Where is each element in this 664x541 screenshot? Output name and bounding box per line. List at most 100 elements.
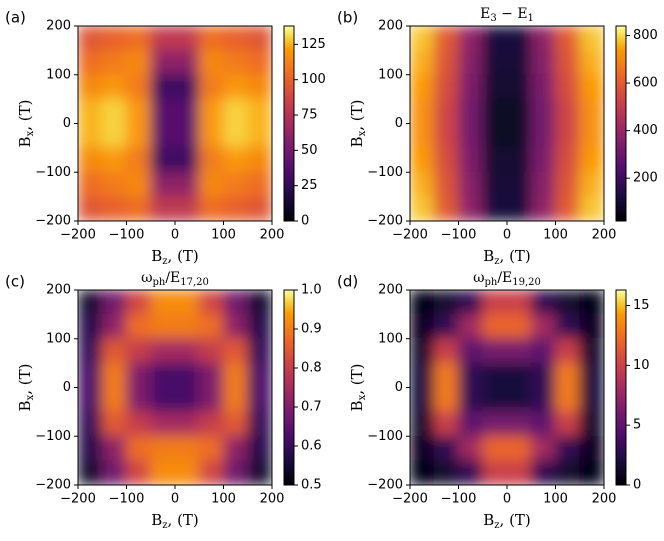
heatmap-cell (458, 26, 484, 51)
heatmap-cell (198, 460, 224, 485)
heatmap-cell (530, 362, 556, 388)
x-tick-label: 100 (211, 492, 236, 507)
heatmap-cell (101, 435, 127, 462)
y-axis-label-part: B (16, 400, 34, 411)
x-tick-label: 100 (211, 228, 236, 243)
heatmap-cell (482, 26, 508, 51)
heatmap-cell (150, 362, 176, 388)
heatmap-cell (433, 362, 459, 388)
heatmap-cell (579, 313, 604, 340)
y-tick-label: −200 (35, 478, 71, 493)
heatmap-cell (174, 98, 200, 124)
heatmap-cell (530, 98, 556, 124)
heatmap-cell (223, 313, 249, 340)
heatmap-cell (174, 26, 200, 51)
heatmap-cell (555, 435, 581, 462)
heatmap-cell (410, 411, 435, 437)
heatmap-cell (410, 435, 435, 462)
heatmap-cell (433, 460, 459, 485)
heatmap-cell (506, 171, 532, 198)
heatmap-cell (223, 196, 249, 221)
heatmap-cell (247, 171, 272, 198)
heatmap-cell (223, 98, 249, 124)
heatmap-cell (579, 171, 604, 198)
colorbar-tick-label: 5 (633, 418, 641, 433)
y-axis-label-part: x (25, 130, 36, 136)
heatmap-cell (198, 171, 224, 198)
colorbar-tick-label: 1.0 (301, 283, 322, 298)
heatmap-cell (174, 290, 200, 315)
y-axis-label-part: , (T) (348, 100, 366, 131)
heatmap-cell (555, 49, 581, 76)
heatmap-cell (126, 147, 152, 173)
heatmap (410, 26, 604, 221)
heatmap-cell (579, 49, 604, 76)
colorbar-tick-label: 200 (633, 171, 658, 186)
heatmap-cell (174, 338, 200, 364)
x-tick-label: −200 (60, 228, 96, 243)
panel-label: (a) (5, 9, 26, 27)
heatmap-cell (126, 362, 152, 388)
heatmap-cell (198, 49, 224, 76)
heatmap-cell (555, 123, 581, 149)
heatmap-cell (198, 26, 224, 51)
heatmap-cell (410, 196, 435, 221)
heatmap-cell (174, 411, 200, 437)
y-axis-label: Bx, (T) (348, 100, 368, 148)
x-tick-label: 0 (503, 492, 511, 507)
heatmap-cell (530, 435, 556, 462)
heatmap-cell (78, 196, 103, 221)
heatmap-cell (78, 26, 103, 51)
heatmap-cell (150, 123, 176, 149)
heatmap-cell (247, 74, 272, 100)
colorbar-tick-label: 400 (633, 123, 658, 138)
x-axis-label-part: , (T) (500, 247, 531, 265)
heatmap-cell (174, 49, 200, 76)
heatmap-cell (247, 290, 272, 315)
heatmap-cell (506, 49, 532, 76)
heatmap-cell (247, 147, 272, 173)
heatmap-cell (506, 290, 532, 315)
chart-title-part: 1 (528, 13, 534, 24)
heatmap-cell (579, 74, 604, 100)
colorbar-tick-label: 0 (301, 214, 309, 229)
heatmap-cell (126, 338, 152, 364)
heatmap-cell (223, 362, 249, 388)
heatmap-cell (198, 313, 224, 340)
heatmap-cell (126, 411, 152, 437)
heatmap-cell (126, 98, 152, 124)
heatmap-cell (410, 338, 435, 364)
y-axis-label-part: B (348, 136, 366, 147)
colorbar-tick-label: 75 (301, 108, 318, 123)
heatmap-cell (247, 460, 272, 485)
y-tick-label: −200 (367, 214, 403, 229)
heatmap-cell (410, 313, 435, 340)
heatmap-cell (506, 411, 532, 437)
heatmap-cell (78, 290, 103, 315)
heatmap-cell (174, 460, 200, 485)
heatmap-cell (247, 123, 272, 149)
heatmap-cell (530, 387, 556, 413)
heatmap-cell (506, 362, 532, 388)
heatmap-cell (458, 411, 484, 437)
y-tick-label: 100 (46, 67, 71, 82)
heatmap-cell (506, 313, 532, 340)
x-tick-label: −200 (60, 492, 96, 507)
heatmap-cell (433, 171, 459, 198)
heatmap-cell (410, 387, 435, 413)
heatmap-cell (174, 171, 200, 198)
heatmap-cell (458, 147, 484, 173)
x-tick-label: −200 (392, 228, 428, 243)
x-axis-label-part: , (T) (168, 511, 199, 529)
heatmap-cell (101, 147, 127, 173)
heatmap-cell (555, 196, 581, 221)
heatmap-cell (247, 196, 272, 221)
heatmap-cell (150, 338, 176, 364)
heatmap-cell (223, 411, 249, 437)
heatmap-cells (410, 290, 604, 485)
chart-title-part: ω (141, 270, 152, 286)
y-axis-label-part: B (16, 136, 34, 147)
heatmap-cell (198, 74, 224, 100)
y-axis-label-part: x (357, 130, 368, 136)
heatmap-cell (223, 49, 249, 76)
